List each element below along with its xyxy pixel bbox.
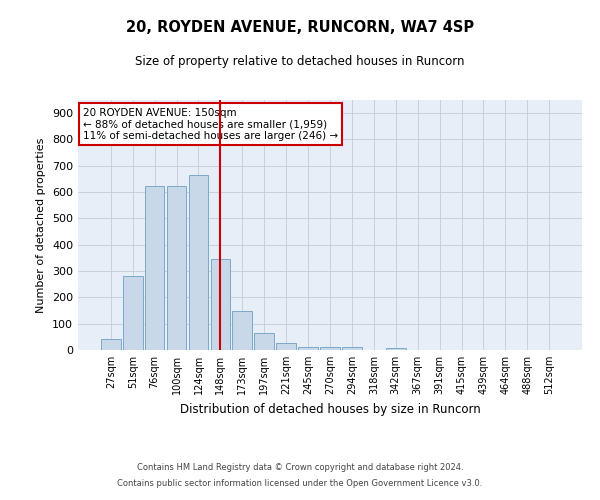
Bar [298, 346, 318, 350]
Text: Size of property relative to detached houses in Runcorn: Size of property relative to detached ho… [135, 55, 465, 68]
Bar [101, 340, 121, 350]
X-axis label: Distribution of detached houses by size in Runcorn: Distribution of detached houses by size … [179, 402, 481, 415]
Bar [211, 259, 230, 350]
Text: 20 ROYDEN AVENUE: 150sqm
← 88% of detached houses are smaller (1,959)
11% of sem: 20 ROYDEN AVENUE: 150sqm ← 88% of detach… [83, 108, 338, 140]
Bar [123, 276, 143, 350]
Text: Contains public sector information licensed under the Open Government Licence v3: Contains public sector information licen… [118, 478, 482, 488]
Bar [232, 311, 252, 350]
Bar [188, 175, 208, 350]
Bar [342, 348, 362, 350]
Bar [167, 186, 187, 350]
Y-axis label: Number of detached properties: Number of detached properties [37, 138, 46, 312]
Bar [386, 348, 406, 350]
Text: 20, ROYDEN AVENUE, RUNCORN, WA7 4SP: 20, ROYDEN AVENUE, RUNCORN, WA7 4SP [126, 20, 474, 35]
Text: Contains HM Land Registry data © Crown copyright and database right 2024.: Contains HM Land Registry data © Crown c… [137, 464, 463, 472]
Bar [254, 333, 274, 350]
Bar [276, 342, 296, 350]
Bar [320, 348, 340, 350]
Bar [145, 186, 164, 350]
